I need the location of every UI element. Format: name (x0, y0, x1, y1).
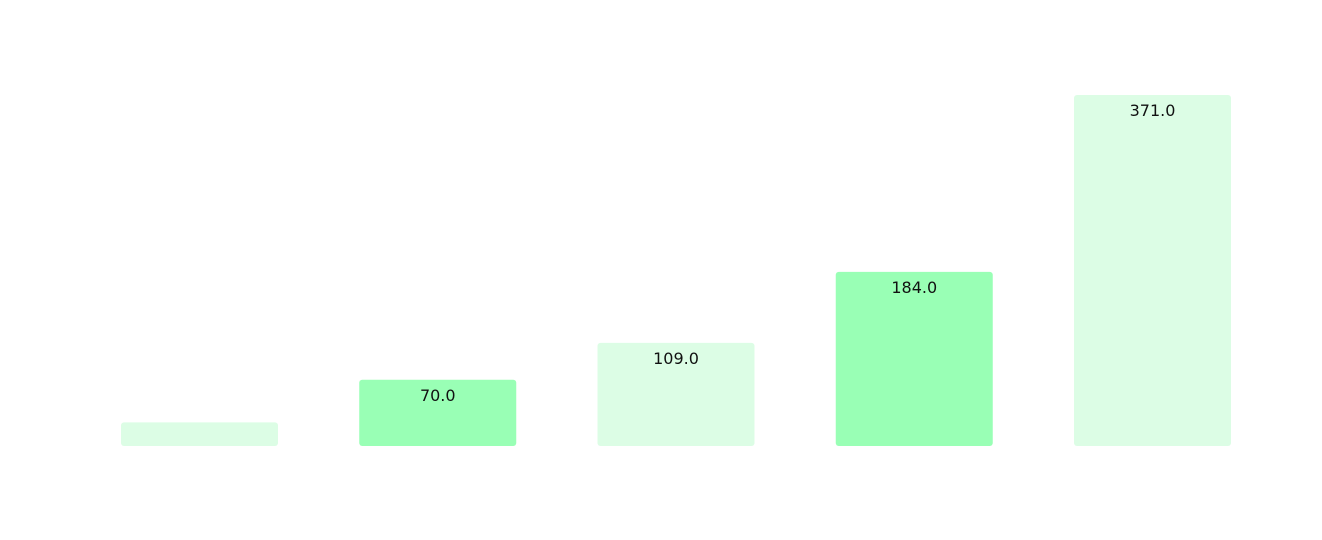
bar-3 (835, 271, 993, 446)
bar-value-label-1: 70.0 (420, 386, 456, 405)
bar-value-label-2: 109.0 (653, 349, 699, 368)
bar-2 (597, 342, 755, 446)
bar-0 (121, 422, 278, 446)
bar-4 (1074, 95, 1231, 446)
bar-value-label-3: 184.0 (891, 278, 937, 297)
bar-1 (359, 379, 517, 446)
bar-value-label-4: 371.0 (1130, 101, 1176, 120)
